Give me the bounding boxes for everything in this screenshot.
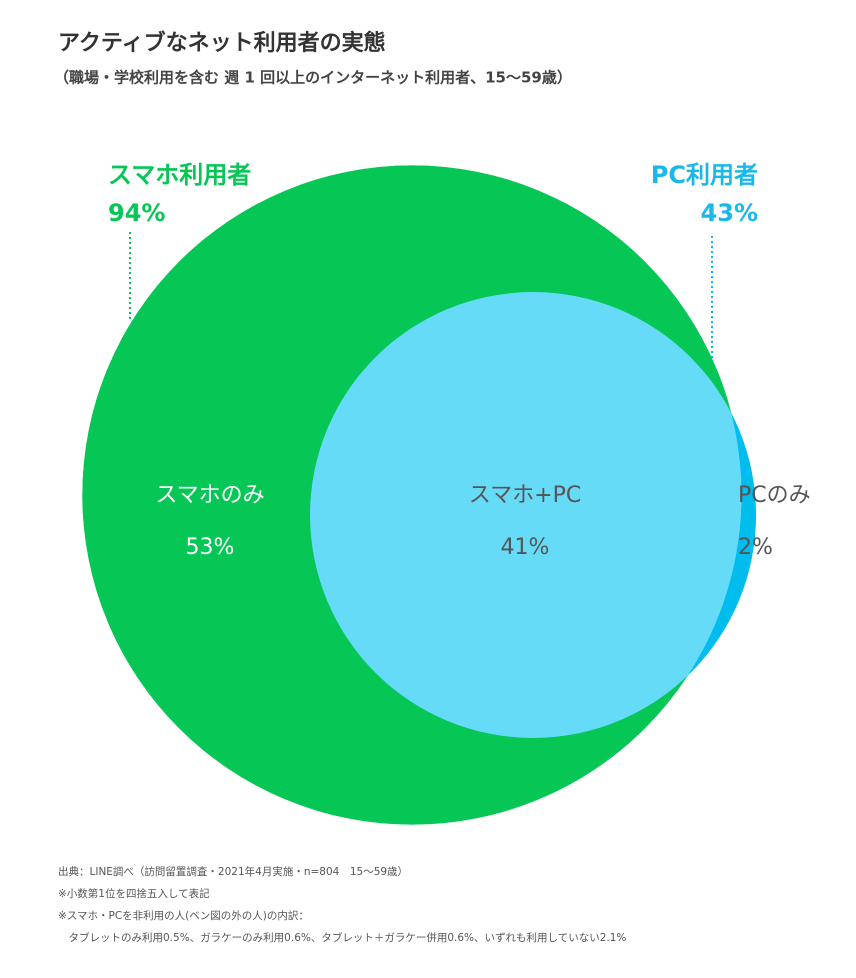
region-value-label: 53% <box>186 535 235 560</box>
region-value-label: 41% <box>501 535 550 560</box>
chart-title: アクティブなネット利用者の実態 <box>58 30 386 56</box>
footnote: タブレットのみ利用0.5%、ガラケーのみ利用0.6%、タブレット＋ガラケー併用0… <box>58 931 626 944</box>
region-name: スマホ+PC <box>469 483 581 508</box>
footnote: ※スマホ・PCを非利用の人(ベン図の外の人)の内訳： <box>58 909 309 922</box>
region <box>310 292 756 738</box>
footnote: ※小数第1位を四捨五入して表記 <box>58 887 210 900</box>
set-value-label: 43% <box>701 199 758 227</box>
region-name: スマホのみ <box>155 483 264 508</box>
set-value-label: 94% <box>108 199 165 227</box>
footnote: 出典：LINE調べ（訪問留置調査・2021年4月実施・n=804 15〜59歳） <box>58 865 408 878</box>
region-value-label: 2% <box>738 535 773 560</box>
region-name: PCのみ <box>738 483 811 508</box>
set-name: PC利用者 <box>651 161 758 189</box>
chart-subtitle: （職場・学校利用を含む 週 1 回以上のインターネット利用者、15〜59歳） <box>54 69 572 87</box>
set-name: スマホ利用者 <box>108 161 251 189</box>
